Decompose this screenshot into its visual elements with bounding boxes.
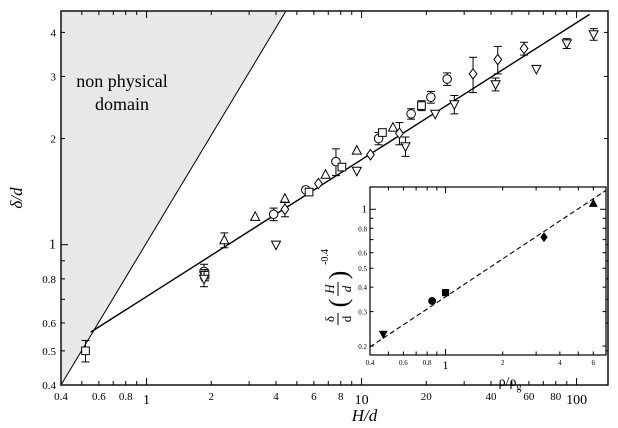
inset-y-axis-label: δ d(H d)-0.4: [320, 249, 354, 325]
x-tick-label: 0.6: [92, 391, 106, 403]
x-tick-label: 10: [355, 393, 369, 408]
inset-x-tick-label: 6: [592, 359, 596, 367]
y-tick-label: 1: [49, 238, 56, 253]
data-point-triangle-down: [561, 39, 573, 50]
data-point-square: [304, 187, 314, 197]
x-tick-label: 2: [209, 391, 215, 403]
inset-x-axis-label: ρ/ρg: [499, 375, 522, 393]
data-point-triangle-down: [270, 240, 282, 251]
inset-point-diamond: [540, 232, 548, 243]
data-point-diamond: [394, 127, 404, 140]
x-tick-label: 8: [338, 391, 344, 403]
inset-y-tick-label: 1: [362, 203, 368, 215]
x-tick-label: 20: [421, 391, 433, 403]
data-point-triangle-down: [198, 274, 210, 285]
data-point-triangle-down: [531, 64, 542, 76]
data-point-diamond: [519, 42, 529, 55]
x-tick-label: 60: [523, 391, 535, 403]
data-point-triangle-up: [387, 121, 399, 132]
series-diamond: [280, 41, 529, 218]
inset-point-triangle-up: [588, 198, 598, 207]
inset-y-label-delta: δ: [322, 316, 337, 322]
data-point-square: [378, 128, 387, 137]
data-point-triangle-down: [588, 30, 599, 41]
inset-y-label-exponent: -0.4: [320, 249, 331, 265]
data-point-circle: [442, 74, 452, 84]
y-tick-label: 2: [51, 134, 57, 146]
data-point-diamond: [468, 67, 478, 80]
inset-x-tick-label: 0.4: [366, 359, 375, 367]
inset-y-label-rparen: ): [324, 271, 353, 280]
inset-y-tick-label: 0.6: [358, 250, 367, 258]
inset-y-label-d2: d: [339, 285, 354, 292]
y-tick-label: 0.5: [42, 346, 56, 358]
non-physical-domain-label: non physical domain: [76, 71, 168, 114]
data-point-diamond: [280, 203, 290, 216]
inset-y-label-d: d: [339, 315, 354, 322]
data-point-triangle-up: [219, 234, 230, 245]
data-point-square: [81, 346, 90, 356]
series-triangle-up: [219, 121, 399, 249]
inset-y-tick-label: 0.3: [358, 309, 367, 317]
x-tick-label: 0.8: [119, 391, 133, 403]
data-point-circle: [426, 92, 436, 102]
data-point-diamond: [366, 148, 375, 161]
y-tick-label: 0.6: [42, 318, 56, 330]
inset-point-triangle-down: [378, 330, 388, 340]
x-tick-label: 40: [486, 391, 498, 403]
data-point-triangle-up: [320, 168, 331, 179]
x-tick-label: 80: [550, 391, 562, 403]
data-point-circle: [268, 209, 279, 220]
data-point-circle: [406, 109, 416, 119]
inset-x-tick-label: 2: [501, 359, 505, 367]
inset-x-tick-label: 4: [558, 359, 562, 367]
y-tick-label: 3: [51, 71, 57, 83]
x-tick-label: 0.4: [54, 391, 68, 403]
data-point-triangle-up: [249, 210, 261, 221]
inset-x-tick-label: 0.6: [399, 359, 408, 367]
inset-point-square: [441, 289, 450, 297]
y-tick-label: 4: [51, 27, 57, 39]
data-point-triangle-down: [429, 109, 441, 120]
data-point-square: [417, 101, 426, 110]
inset-x-tick-label: 1: [443, 358, 449, 372]
inset-x-label-subscript: g: [516, 382, 521, 393]
fit-line: [90, 13, 591, 333]
inset-y-tick-label: 0.4: [358, 284, 367, 292]
data-point-triangle-down: [400, 142, 411, 153]
data-point-diamond: [493, 53, 503, 66]
y-tick-label: 0.4: [42, 380, 56, 392]
x-axis-label: H/d: [351, 406, 378, 425]
x-tick-label: 100: [566, 393, 587, 408]
inset-y-label-lparen: (: [324, 299, 353, 308]
data-point-square: [337, 162, 347, 172]
data-point-diamond: [313, 177, 323, 190]
data-point-triangle-up: [279, 192, 291, 203]
region-label-line: non physical: [76, 71, 168, 91]
inset-x-tick-label: 0.8: [423, 359, 432, 367]
x-tick-label: 1: [143, 393, 150, 408]
inset-point-circle: [428, 297, 437, 305]
data-point-triangle-down: [351, 166, 363, 177]
data-point-triangle-down: [490, 80, 501, 91]
x-tick-label: 6: [311, 391, 317, 403]
inset-frame: [369, 186, 607, 356]
data-point-triangle-up: [351, 144, 363, 155]
inset-y-tick-label: 0.8: [358, 225, 367, 233]
inset-y-tick-label: 0.5: [358, 265, 367, 273]
region-label-line: domain: [95, 94, 149, 114]
inset-fit-line: [369, 189, 607, 348]
x-tick-label: 4: [273, 391, 279, 403]
main-plot-frame: [60, 10, 609, 386]
data-point-triangle-down: [448, 100, 460, 111]
inset-y-label-H: H: [322, 284, 337, 295]
inset-y-tick-label: 0.2: [358, 343, 367, 351]
y-tick-label: 0.8: [42, 274, 56, 286]
inset-chart: 0.4 0.6 0.8 1 2 4 60.20.30.40.50.60.81ρ/ρgδ d(H…: [320, 186, 607, 393]
y-axis-label: δ/d: [7, 187, 26, 209]
